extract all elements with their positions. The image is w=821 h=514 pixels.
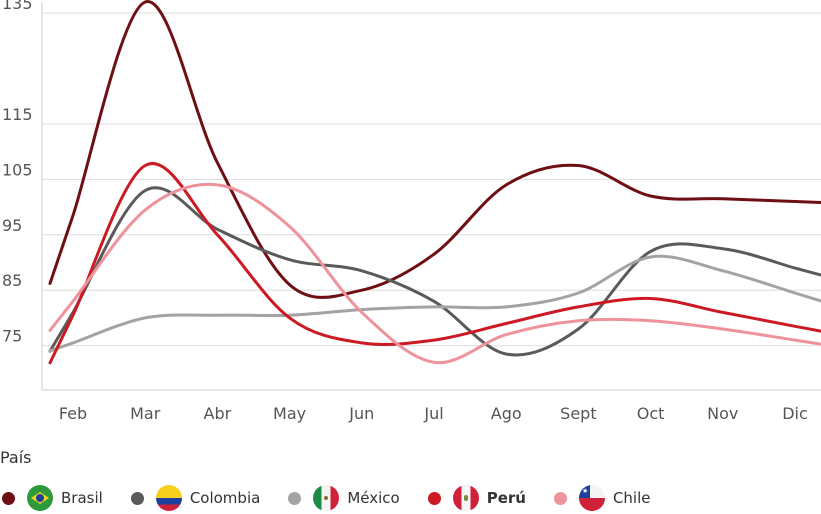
legend-label-brasil: Brasil — [61, 489, 103, 507]
x-tick-label: Feb — [59, 404, 87, 423]
flag-colombia-icon — [155, 485, 182, 511]
y-tick-label: 105 — [2, 160, 33, 179]
y-tick-label: 115 — [2, 105, 33, 124]
y-axis-ticks: 135 115 105 95 85 75 — [2, 0, 33, 346]
legend-item-chile[interactable]: ★ Chile — [552, 485, 651, 511]
flag-brasil-icon — [27, 485, 53, 511]
legend-swatch-peru — [427, 491, 441, 505]
x-tick-label: Jul — [423, 404, 443, 423]
legend-label-colombia: Colombia — [189, 489, 261, 507]
legend-item-colombia[interactable]: Colombia — [129, 485, 261, 511]
legend: Brasil Colombia México Perú ★ Chile — [0, 484, 677, 512]
x-tick-label: Jun — [348, 404, 374, 423]
legend-swatch-mexico — [288, 491, 302, 505]
series-line-brasil — [48, 0, 821, 299]
x-tick-label: Sept — [560, 404, 596, 423]
flag-mexico-icon — [313, 485, 340, 511]
x-tick-label: Nov — [707, 404, 738, 423]
x-tick-label: Ago — [491, 404, 522, 423]
legend-label-peru: Perú — [486, 489, 526, 507]
x-tick-label: Abr — [204, 404, 232, 423]
x-axis-ticks: Feb Mar Abr May Jun Jul Ago Sept Oct Nov Dic — [59, 404, 808, 423]
legend-label-chile: Chile — [612, 489, 651, 507]
legend-title: País — [0, 448, 32, 467]
y-tick-label: 95 — [2, 216, 22, 235]
series-line-colombia — [48, 186, 821, 357]
flag-chile-icon: ★ — [578, 485, 605, 511]
legend-item-mexico[interactable]: México — [286, 485, 400, 511]
series-line-chile — [48, 182, 821, 365]
series-line-mexico — [48, 254, 821, 353]
y-tick-label: 75 — [2, 327, 22, 346]
x-tick-label: May — [273, 404, 306, 423]
x-tick-label: Oct — [637, 404, 665, 423]
legend-item-peru[interactable]: Perú — [426, 485, 526, 511]
gridlines — [42, 12, 821, 347]
legend-swatch-chile — [553, 491, 567, 505]
line-chart: 135 115 105 95 85 75 Feb Mar Abr May Jun Jul Ago Sep… — [2, 0, 821, 423]
legend-label-mexico: México — [347, 489, 400, 507]
legend-swatch-colombia — [130, 491, 144, 505]
y-tick-label: 85 — [2, 271, 22, 290]
series-line-peru — [48, 162, 821, 365]
x-tick-label: Mar — [130, 404, 161, 423]
y-tick-label: 135 — [2, 0, 33, 13]
x-tick-label: Dic — [782, 404, 808, 423]
legend-swatch-brasil — [2, 491, 15, 505]
legend-item-brasil[interactable]: Brasil — [0, 485, 103, 511]
flag-peru-icon — [452, 485, 479, 511]
series-lines — [48, 0, 821, 365]
